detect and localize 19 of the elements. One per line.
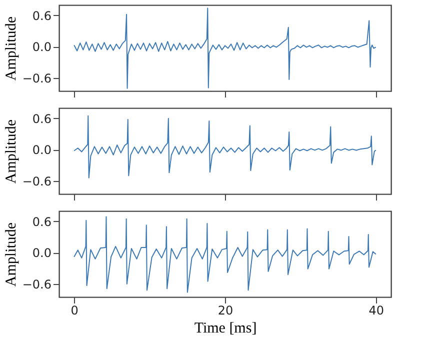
y-tick-label: −0.6 [22, 277, 52, 292]
x-tick-label: 20 [218, 304, 234, 318]
line-series [74, 8, 376, 89]
y-tick-label: 0.0 [32, 40, 52, 54]
y-axis-title: Amplitude [3, 16, 20, 81]
y-tick-label: −0.6 [22, 71, 52, 86]
x-axis-title: Time [ms] [194, 320, 257, 336]
line-series [74, 216, 376, 293]
line-series [74, 115, 376, 178]
y-tick-label: −0.6 [22, 174, 52, 188]
x-tick-label: 0 [70, 304, 78, 318]
x-tick-label: 40 [368, 304, 384, 318]
y-tick-label: 0.6 [32, 112, 52, 126]
y-axis-title: Amplitude [3, 119, 20, 184]
y-tick-label: 0.6 [32, 214, 52, 229]
y-tick-label: 0.6 [32, 8, 52, 23]
y-tick-label: 0.0 [32, 246, 52, 260]
y-axis-title: Amplitude [3, 222, 20, 287]
y-tick-label: 0.0 [32, 143, 52, 158]
